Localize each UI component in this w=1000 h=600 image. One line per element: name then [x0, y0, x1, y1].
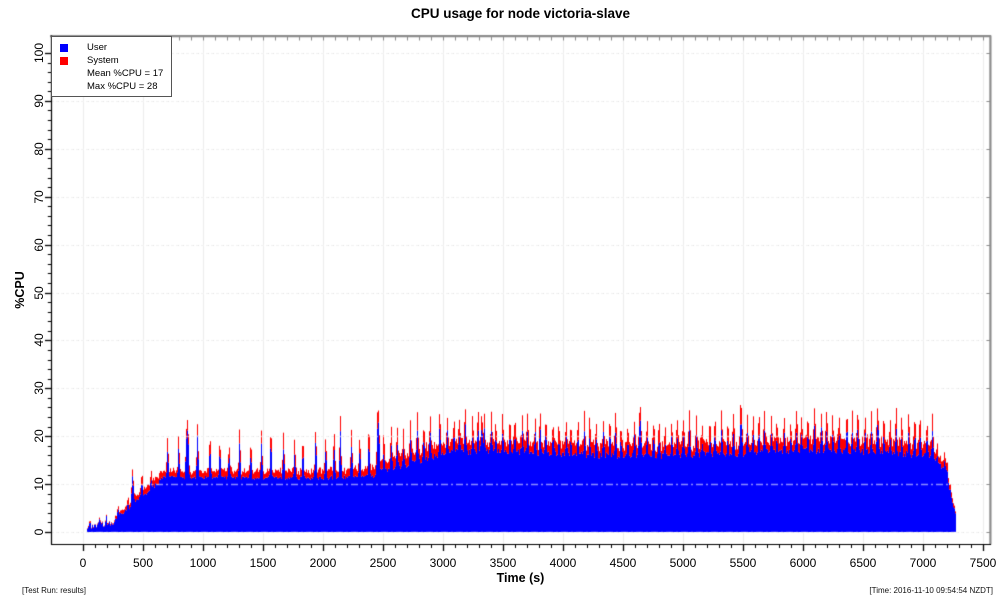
legend-label-user: User [87, 42, 108, 53]
legend-stat-max: Max %CPU = 28 [87, 81, 158, 92]
y-tick-label: 100 [32, 42, 46, 64]
x-tick-label: 6000 [789, 556, 817, 570]
user-series-swatch [60, 43, 68, 52]
y-tick-label: 80 [32, 142, 46, 156]
y-tick-label: 20 [32, 429, 46, 443]
x-tick-label: 1500 [249, 556, 277, 570]
legend-row-user: User [60, 41, 167, 54]
x-tick-label: 7500 [969, 556, 997, 570]
x-tick-label: 5500 [729, 556, 757, 570]
legend-label-system: System [87, 55, 119, 66]
x-tick-label: 4000 [549, 556, 577, 570]
footer-timestamp: [Time: 2016-11-10 09:54:54 NZDT] [869, 586, 993, 595]
y-tick-label: 0 [32, 528, 46, 536]
x-axis-title: Time (s) [496, 571, 545, 585]
x-tick-label: 500 [132, 556, 154, 570]
x-tick-label: 2500 [369, 556, 397, 570]
x-tick-label: 3000 [429, 556, 457, 570]
x-tick-label: 2000 [309, 556, 337, 570]
x-tick-label: 4500 [609, 556, 637, 570]
footer-test-run: [Test Run: results] [22, 586, 87, 595]
legend-box: User System Mean %CPU = 17 Max %CPU = 28 [51, 36, 172, 97]
y-tick-label: 50 [32, 285, 46, 300]
x-tick-label: 5000 [669, 556, 697, 570]
y-tick-label: 70 [32, 190, 46, 204]
system-series-swatch [60, 56, 68, 65]
y-tick-label: 40 [32, 333, 46, 348]
y-tick-label: 30 [32, 381, 46, 395]
x-tick-label: 7000 [909, 556, 937, 570]
y-axis-title: %CPU [13, 271, 27, 309]
legend-stat-mean: Mean %CPU = 17 [87, 68, 164, 79]
x-tick-label: 3500 [489, 556, 517, 570]
y-tick-label: 60 [32, 237, 46, 252]
chart-title: CPU usage for node victoria-slave [410, 6, 631, 21]
y-tick-label: 10 [32, 477, 46, 491]
y-tick-label: 90 [32, 94, 46, 108]
x-tick-label: 0 [79, 556, 87, 570]
x-tick-label: 6500 [849, 556, 877, 570]
x-tick-label: 1000 [189, 556, 217, 570]
legend-row-system: System [60, 54, 167, 67]
